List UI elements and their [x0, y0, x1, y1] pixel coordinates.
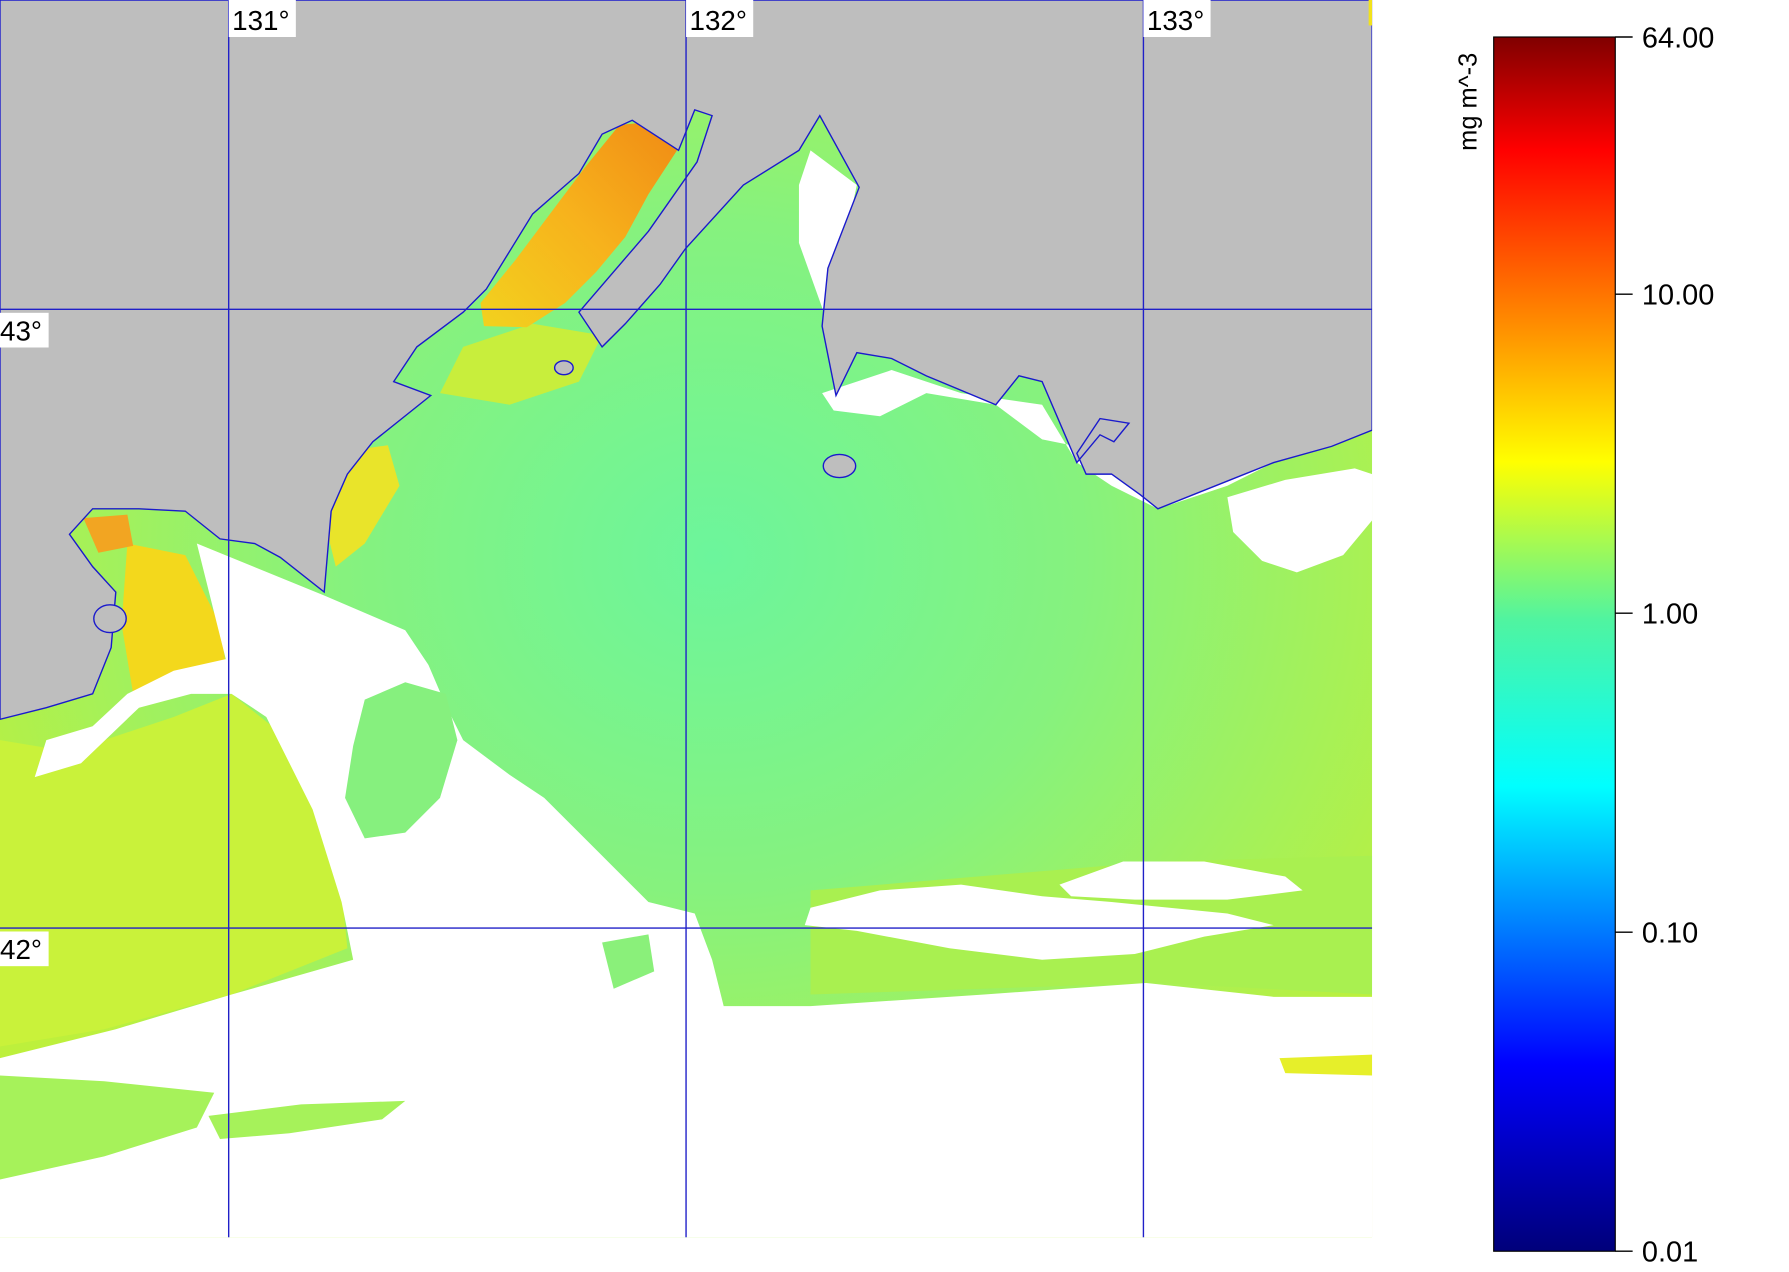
cloud	[804, 884, 1274, 960]
colorbar-unit: mg m^-3	[1454, 53, 1482, 151]
bay-bloom	[480, 120, 681, 328]
island	[822, 453, 857, 479]
lon-label: 133°	[1147, 5, 1204, 36]
sea-patch	[0, 1075, 215, 1180]
land	[0, 0, 1373, 720]
cloud	[798, 150, 857, 324]
sea-patch	[208, 1100, 406, 1140]
lat-label: 42°	[0, 934, 42, 965]
island	[93, 604, 127, 634]
label-box	[1143, 0, 1211, 38]
sea-patch	[1368, 0, 1373, 26]
graticule	[0, 0, 1373, 1238]
colorbar-tick-label: 1.00	[1642, 599, 1698, 631]
colorbar-tick-label: 0.01	[1642, 1237, 1698, 1269]
label-box	[686, 0, 754, 38]
lon-label: 131°	[232, 5, 289, 36]
colorbar	[1493, 36, 1616, 1252]
map	[0, 0, 1373, 1238]
graticule-labels: 131° 132° 133° 43° 42°	[0, 0, 1211, 967]
coastal-bloom	[121, 543, 226, 694]
colorbar-tick-label: 10.00	[1642, 280, 1714, 312]
label-box	[0, 312, 49, 348]
colorbar-tick-label: 64.00	[1642, 22, 1714, 54]
figure-body: 131° 132° 133° 43° 42° mg m^-3 64.00 10.00 1.0…	[0, 0, 1714, 1269]
sea-south-west	[0, 693, 348, 1047]
colorbar-ticks: 64.00 10.00 1.00 0.10 0.01	[1615, 22, 1714, 1269]
label-box	[228, 0, 296, 38]
lon-label: 132°	[690, 5, 747, 36]
label-box	[0, 931, 49, 967]
cloud	[1227, 468, 1373, 573]
lagoon-bloom	[83, 514, 134, 553]
sea-patch	[602, 934, 655, 989]
lat-label: 43°	[0, 316, 42, 347]
colorbar-tick-label: 0.10	[1642, 918, 1698, 950]
sea-bay-mouth	[440, 323, 603, 405]
cloud	[0, 543, 1373, 1238]
sea-patch	[1279, 1054, 1373, 1076]
island	[553, 360, 574, 376]
sea-patch	[345, 682, 458, 839]
cloud	[1059, 861, 1303, 900]
